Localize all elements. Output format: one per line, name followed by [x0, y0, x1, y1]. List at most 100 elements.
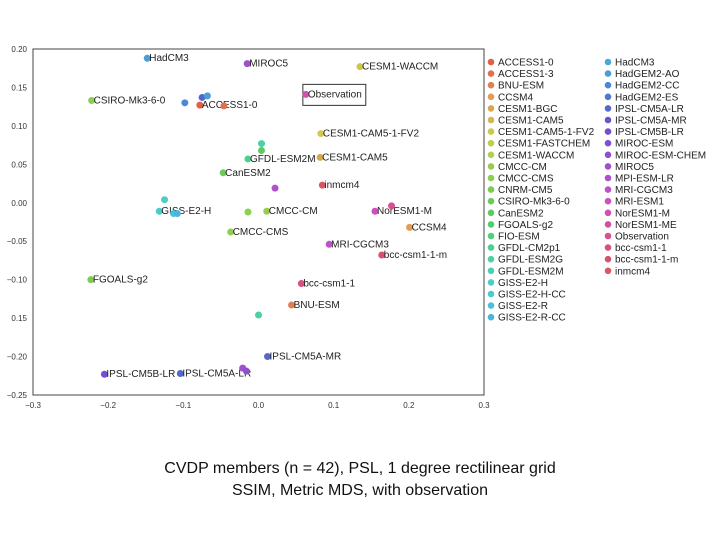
legend-label: GFDL-ESM2G — [498, 255, 563, 266]
legend-marker — [604, 174, 612, 182]
data-point — [220, 102, 228, 110]
legend-marker — [604, 255, 612, 263]
legend-marker — [487, 232, 495, 240]
legend-label: Observation — [615, 232, 669, 243]
point-label: MRI-CGCM3 — [331, 239, 389, 250]
point-label: ACCESS1-0 — [202, 100, 258, 111]
data-point — [242, 367, 250, 375]
legend-label: MIROC-ESM-CHEM — [615, 150, 706, 161]
y-tick-label: 0.15 — [11, 314, 27, 323]
x-tick-label: 0.2 — [403, 401, 415, 410]
data-point — [88, 97, 96, 105]
legend-marker — [604, 58, 612, 66]
data-point — [198, 93, 206, 101]
point-label: GFDL-ESM2M — [250, 154, 316, 165]
legend-label: bcc-csm1-1 — [615, 243, 667, 254]
point-label: CESM1-CAM5 — [322, 152, 388, 163]
legend-marker — [604, 244, 612, 251]
legend-marker — [487, 163, 495, 170]
y-tick-label: −0.05 — [7, 237, 28, 246]
data-point — [271, 184, 279, 192]
plot-frame — [32, 48, 485, 396]
data-point — [356, 63, 364, 71]
data-point — [297, 280, 305, 288]
legend-marker — [487, 93, 495, 101]
legend-marker — [487, 128, 495, 135]
legend-marker — [487, 139, 495, 147]
mds-scatter-chart: −0.3 −0.2 −0.1 0.0 0.1 0.2 0.3 0.20 0.15 0.10 0.05… — [7, 45, 706, 410]
legend-marker — [604, 128, 612, 135]
legend-marker — [487, 116, 495, 124]
legend-marker — [487, 197, 495, 205]
legend: ACCESS1-0ACCESS1-3BNU-ESMCCSM4CESM1-BGCC… — [487, 58, 706, 324]
legend-label: IPSL-CM5A-MR — [615, 116, 687, 127]
legend-label: CSIRO-Mk3-6-0 — [498, 197, 570, 208]
legend-label: FGOALS-g2 — [498, 220, 553, 231]
legend-marker — [487, 186, 495, 193]
point-label: CanESM2 — [225, 168, 271, 179]
legend-label: IPSL-CM5A-LR — [615, 104, 684, 115]
data-point — [244, 155, 252, 163]
legend-label: FIO-ESM — [498, 232, 540, 243]
x-tick-label: −0.3 — [25, 401, 41, 410]
legend-marker — [487, 81, 495, 89]
legend-label: GISS-E2-R — [498, 301, 548, 312]
x-tick-label: 0.1 — [328, 401, 340, 410]
legend-marker — [487, 105, 495, 112]
axis-ticks: −0.3 −0.2 −0.1 0.0 0.1 0.2 0.3 0.20 0.15 0.10 0.05… — [7, 45, 490, 410]
data-point — [388, 202, 396, 210]
data-point — [203, 92, 211, 100]
legend-marker — [487, 174, 495, 182]
legend-marker — [604, 105, 612, 112]
data-point — [317, 130, 325, 138]
y-tick-label: −0.10 — [7, 276, 28, 285]
point-label: MIROC5 — [249, 59, 288, 70]
legend-label: MIROC-ESM — [615, 139, 673, 150]
point-label: FGOALS-g2 — [93, 275, 148, 286]
legend-label: bcc-csm1-1-m — [615, 255, 678, 266]
legend-label: GISS-E2-H — [498, 278, 548, 289]
legend-marker — [487, 58, 495, 66]
point-label: inmcm4 — [324, 180, 359, 191]
legend-label: HadGEM2-AO — [615, 69, 680, 80]
point-label: CCSM4 — [412, 222, 447, 233]
legend-label: MIROC5 — [615, 162, 654, 173]
legend-label: CMCC-CMS — [498, 174, 554, 185]
legend-label: CESM1-WACCM — [498, 150, 574, 161]
legend-label: CMCC-CM — [498, 162, 547, 173]
data-point — [227, 228, 235, 236]
legend-marker — [604, 81, 612, 89]
legend-marker — [487, 70, 495, 77]
legend-label: HadGEM2-CC — [615, 81, 679, 92]
legend-label: GFDL-CM2p1 — [498, 243, 561, 254]
point-label: HadCM3 — [149, 53, 189, 64]
data-point — [255, 311, 262, 319]
x-tick-label: 0.0 — [253, 401, 265, 410]
legend-label: inmcm4 — [615, 266, 650, 277]
point-label: GISS-E2-H — [161, 206, 211, 217]
legend-label: NorESM1-M — [615, 208, 670, 219]
y-tick-label: −0.20 — [7, 353, 28, 362]
legend-marker — [604, 232, 612, 240]
legend-marker — [604, 93, 612, 101]
legend-marker — [604, 116, 612, 124]
data-point — [181, 99, 189, 107]
legend-label: CESM1-CAM5 — [498, 116, 564, 127]
data-point — [143, 54, 151, 62]
legend-label: CCSM4 — [498, 92, 533, 103]
data-point — [173, 210, 181, 218]
legend-label: MPI-ESM-LR — [615, 174, 674, 185]
point-label: BNU-ESM — [294, 300, 340, 311]
legend-marker — [487, 244, 495, 251]
point-label: CMCC-CMS — [233, 227, 289, 238]
point-label: IPSL-CM5B-LR — [106, 369, 175, 380]
legend-marker — [487, 313, 495, 321]
legend-marker — [604, 139, 612, 147]
data-point — [100, 370, 108, 378]
data-point — [155, 207, 163, 215]
y-tick-label: 0.10 — [11, 122, 27, 131]
point-label: Observation — [308, 89, 362, 100]
legend-label: BNU-ESM — [498, 81, 544, 92]
legend-marker — [604, 186, 612, 193]
data-point — [378, 251, 386, 259]
